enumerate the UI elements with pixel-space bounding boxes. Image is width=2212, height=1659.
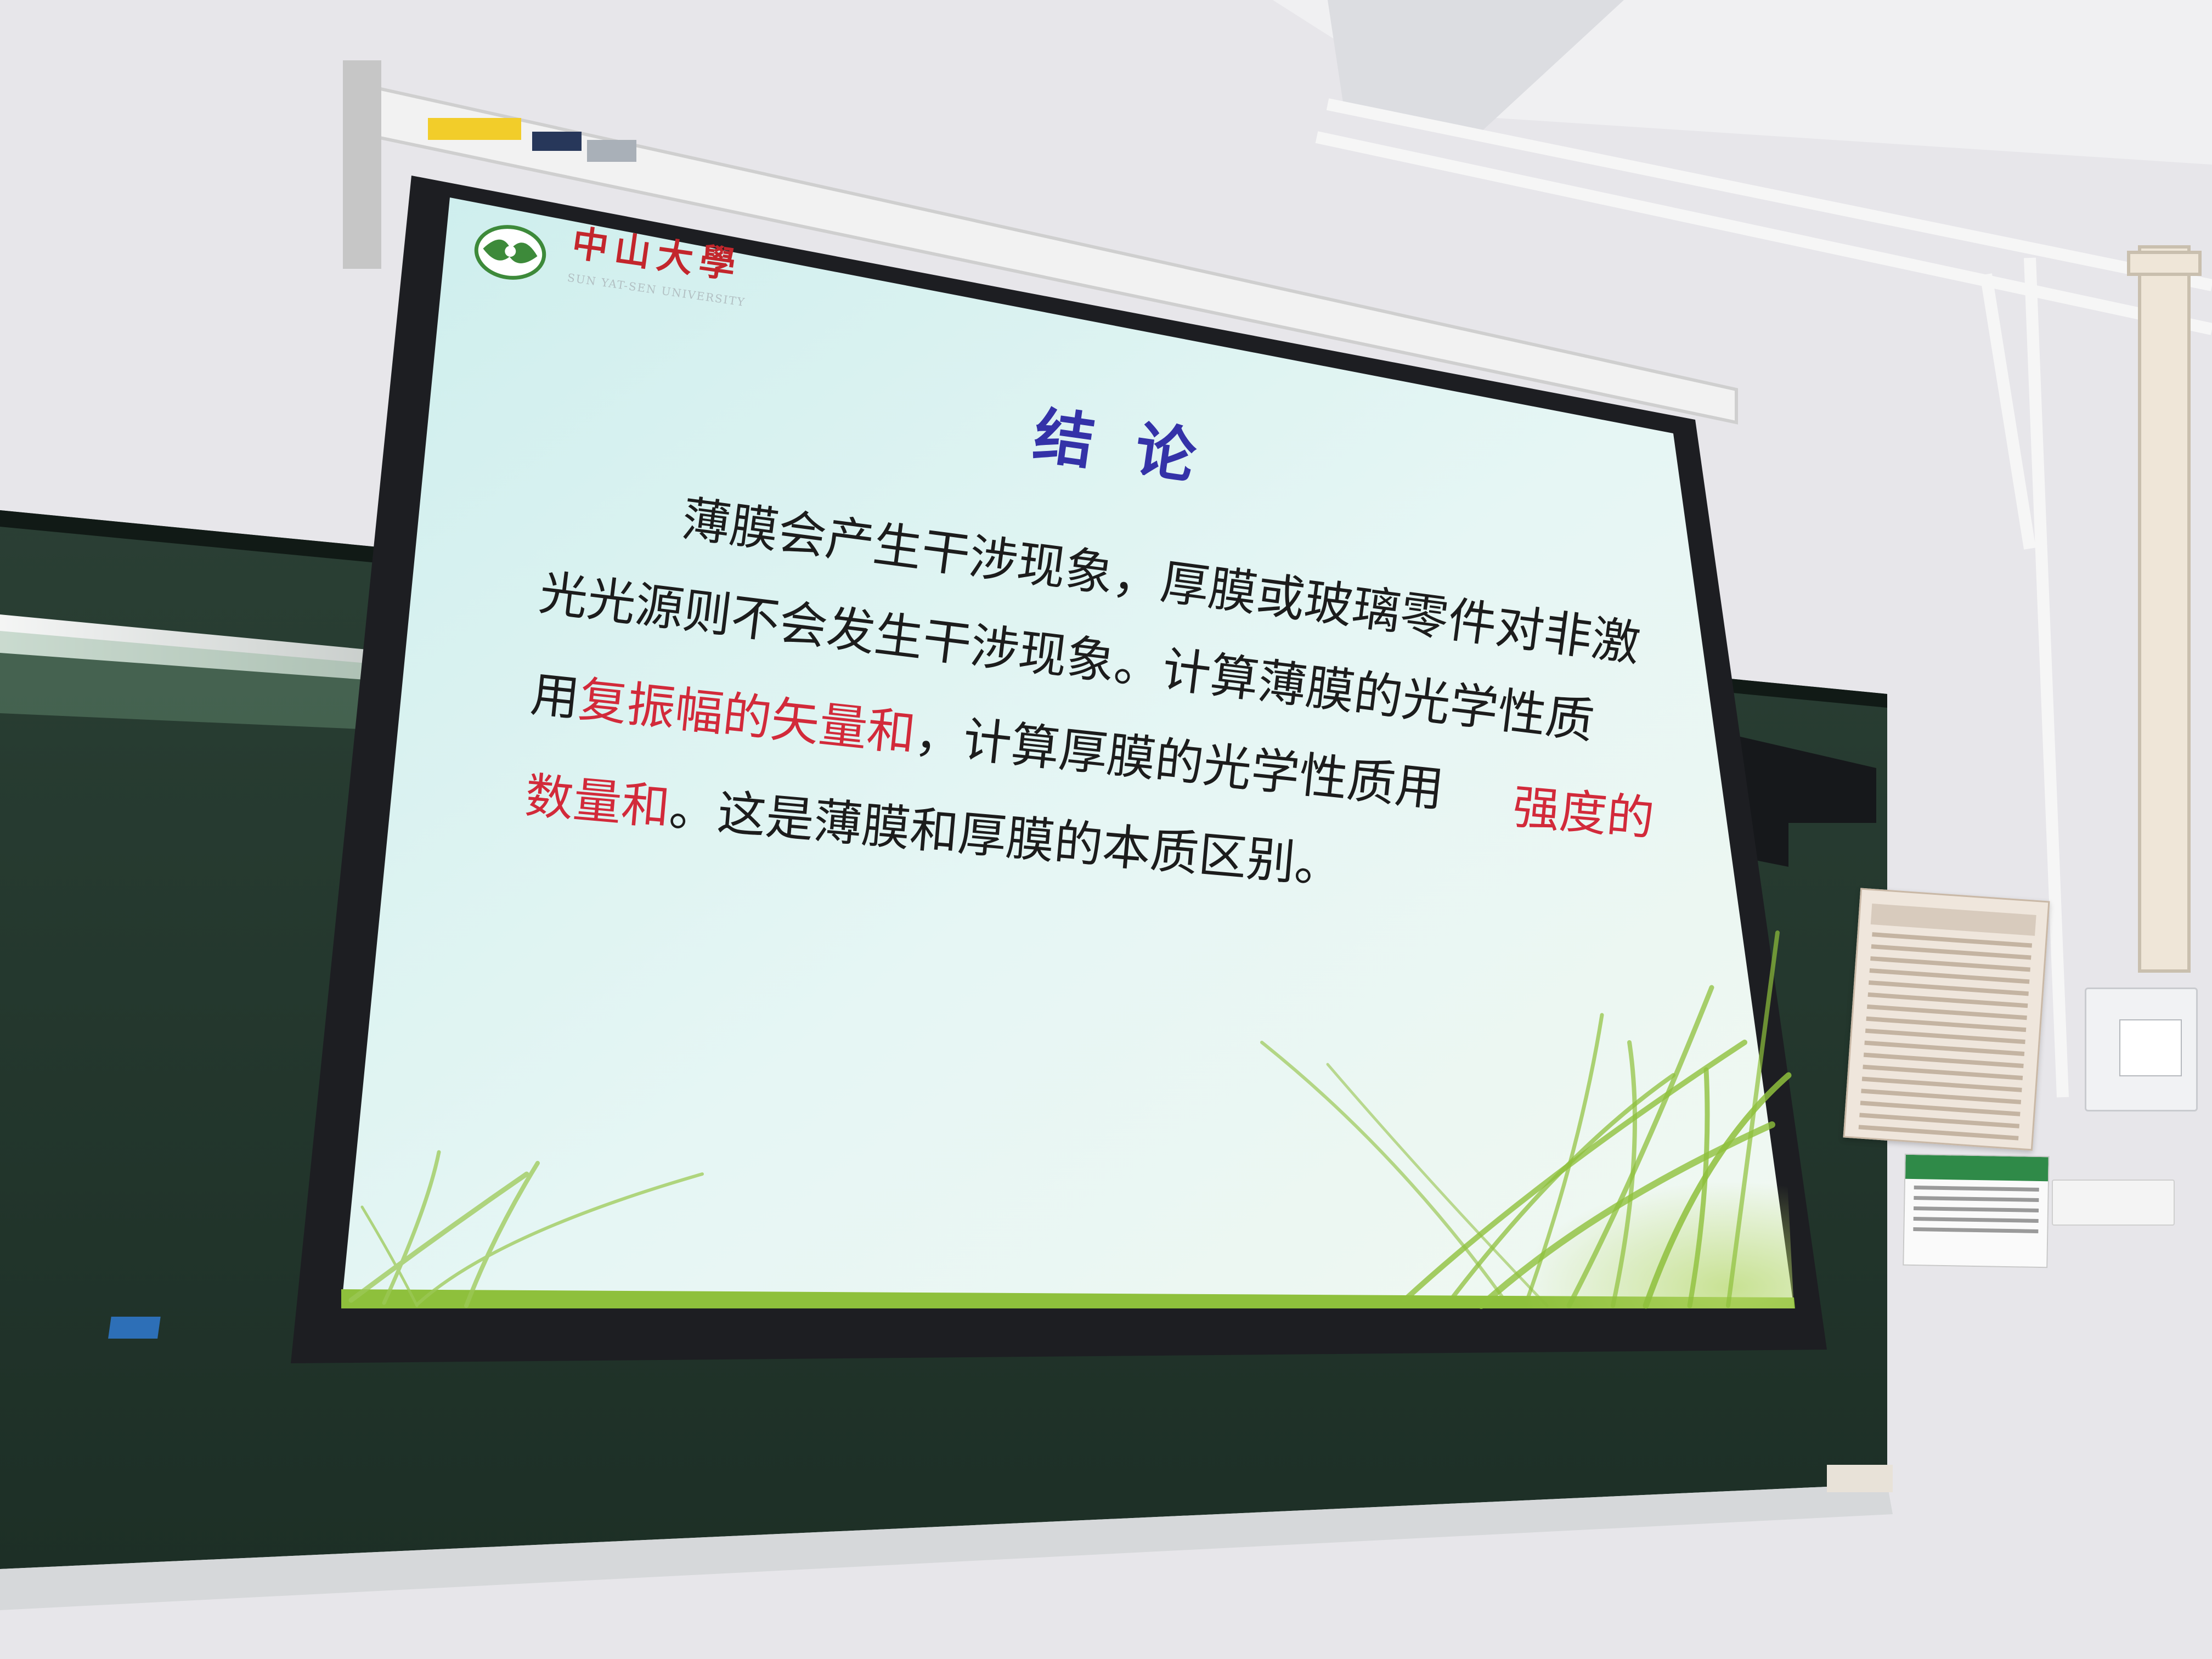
grass-decoration-left <box>348 1150 704 1308</box>
electrical-box <box>2085 988 2198 1111</box>
light-switch-plate[interactable] <box>2052 1180 2175 1226</box>
electrical-box-panel <box>2119 1019 2182 1076</box>
notice-title-bar <box>1870 904 2036 936</box>
warning-text-line <box>1914 1196 2039 1202</box>
wall-pipe <box>2127 245 2202 973</box>
warning-text-line <box>1913 1217 2039 1223</box>
ceiling-beam <box>1328 0 1624 132</box>
wall-speaker <box>1734 735 1876 867</box>
wall-conduits <box>1315 98 2212 1098</box>
board-light-glow <box>0 631 373 730</box>
wall-warning-card <box>1903 1153 2050 1268</box>
grass-decoration-right <box>1260 930 1794 1309</box>
board-eraser <box>1827 1465 1893 1492</box>
screen-mount-left <box>343 60 381 269</box>
board-light-glare <box>0 614 373 680</box>
university-emblem-icon <box>474 225 546 280</box>
screen-sticker <box>108 1317 161 1339</box>
screen-surface <box>341 198 1794 1308</box>
housing-label-yellow <box>428 118 521 140</box>
warning-text-line <box>1914 1206 2039 1212</box>
wall-notice-card <box>1843 888 2050 1151</box>
housing-label-gray <box>587 140 636 162</box>
warning-header-bar <box>1905 1154 2049 1182</box>
warning-text-line <box>1913 1227 2039 1233</box>
housing-label-blue <box>532 132 582 151</box>
chalk-tray <box>0 1484 1893 1610</box>
warning-text-line <box>1914 1186 2039 1192</box>
